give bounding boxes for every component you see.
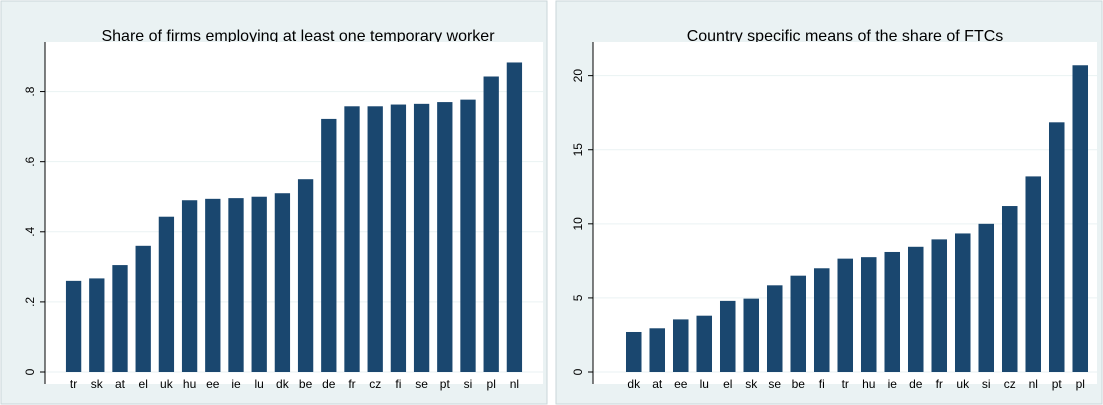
bar	[413, 103, 430, 372]
bar	[1025, 176, 1042, 372]
y-tick-label: .6	[23, 156, 37, 166]
x-tick-label: be	[792, 377, 806, 391]
bar	[460, 99, 476, 372]
x-tick-label: nl	[510, 377, 519, 391]
y-tick-label: .2	[23, 297, 37, 307]
bar	[860, 257, 877, 372]
bar	[743, 298, 760, 372]
bar	[251, 196, 267, 372]
bar	[696, 315, 713, 372]
x-tick-label: pl	[487, 377, 496, 391]
x-tick-label: si	[982, 377, 991, 391]
x-tick-label: fi	[395, 377, 401, 391]
bar	[135, 245, 151, 372]
bar	[719, 300, 736, 372]
bar	[1048, 122, 1065, 373]
x-tick-label: dk	[627, 377, 641, 391]
x-tick-label: el	[723, 377, 732, 391]
x-tick-label: at	[115, 377, 126, 391]
bar	[884, 251, 901, 372]
x-tick-label: de	[909, 377, 923, 391]
x-tick-label: dk	[276, 377, 290, 391]
bar	[181, 200, 198, 372]
bar	[205, 198, 221, 372]
bar	[506, 62, 523, 372]
x-tick-label: fr	[348, 377, 355, 391]
bar	[89, 278, 105, 372]
bar	[483, 76, 499, 373]
x-tick-label: lu	[700, 377, 709, 391]
bar	[65, 280, 82, 372]
x-tick-label: el	[139, 377, 148, 391]
y-tick-label: 20	[571, 69, 585, 83]
bar	[1072, 65, 1089, 372]
bar	[158, 216, 175, 372]
y-tick-label: 0	[571, 368, 585, 375]
bar	[978, 223, 995, 372]
bar	[954, 233, 971, 372]
x-tick-label: ie	[231, 377, 241, 391]
y-tick-label: .4	[23, 226, 37, 236]
bar	[907, 246, 924, 372]
x-tick-label: de	[322, 377, 336, 391]
x-tick-label: nl	[1029, 377, 1038, 391]
bar	[228, 198, 244, 372]
bar	[649, 328, 666, 372]
x-tick-label: se	[768, 377, 781, 391]
bar	[112, 265, 128, 372]
x-tick-label: be	[299, 377, 313, 391]
bar	[297, 179, 314, 372]
x-tick-label: hu	[183, 377, 196, 391]
bar	[837, 258, 854, 372]
x-tick-label: uk	[956, 377, 970, 391]
x-tick-label: uk	[160, 377, 174, 391]
bar	[813, 268, 830, 372]
x-tick-label: pl	[1076, 377, 1085, 391]
x-tick-label: cz	[369, 377, 381, 391]
x-tick-label: se	[415, 377, 428, 391]
x-tick-label: sk	[745, 377, 758, 391]
chart-title: Share of firms employing at least one te…	[101, 28, 495, 45]
y-tick-label: 5	[571, 294, 585, 301]
y-tick-label: 15	[571, 143, 585, 157]
x-tick-label: lu	[255, 377, 264, 391]
bar	[367, 106, 383, 372]
bar	[625, 331, 642, 372]
y-tick-label: 10	[571, 217, 585, 231]
x-tick-label: ee	[206, 377, 220, 391]
x-tick-label: at	[652, 377, 663, 391]
x-tick-label: ie	[888, 377, 898, 391]
y-tick-label: 0	[23, 368, 37, 375]
x-tick-label: tr	[842, 377, 849, 391]
x-tick-label: fr	[936, 377, 943, 391]
chart-title: Country specific means of the share of F…	[687, 28, 1004, 45]
bar	[437, 102, 453, 372]
bar	[766, 285, 783, 372]
x-tick-label: hu	[862, 377, 875, 391]
x-tick-label: pt	[440, 377, 451, 391]
bar	[274, 193, 291, 372]
bar	[790, 275, 807, 372]
x-tick-label: cz	[1004, 377, 1016, 391]
x-tick-label: fi	[819, 377, 825, 391]
x-tick-label: pt	[1052, 377, 1063, 391]
bar	[931, 239, 948, 372]
bar	[321, 118, 337, 372]
x-tick-label: ee	[674, 377, 688, 391]
bar	[672, 319, 689, 372]
x-tick-label: tr	[70, 377, 77, 391]
bar	[344, 106, 360, 372]
plot-area	[45, 42, 543, 384]
x-tick-label: sk	[91, 377, 104, 391]
bar	[390, 104, 407, 372]
y-tick-label: .8	[23, 86, 37, 96]
bar	[1001, 206, 1018, 372]
x-tick-label: si	[464, 377, 473, 391]
